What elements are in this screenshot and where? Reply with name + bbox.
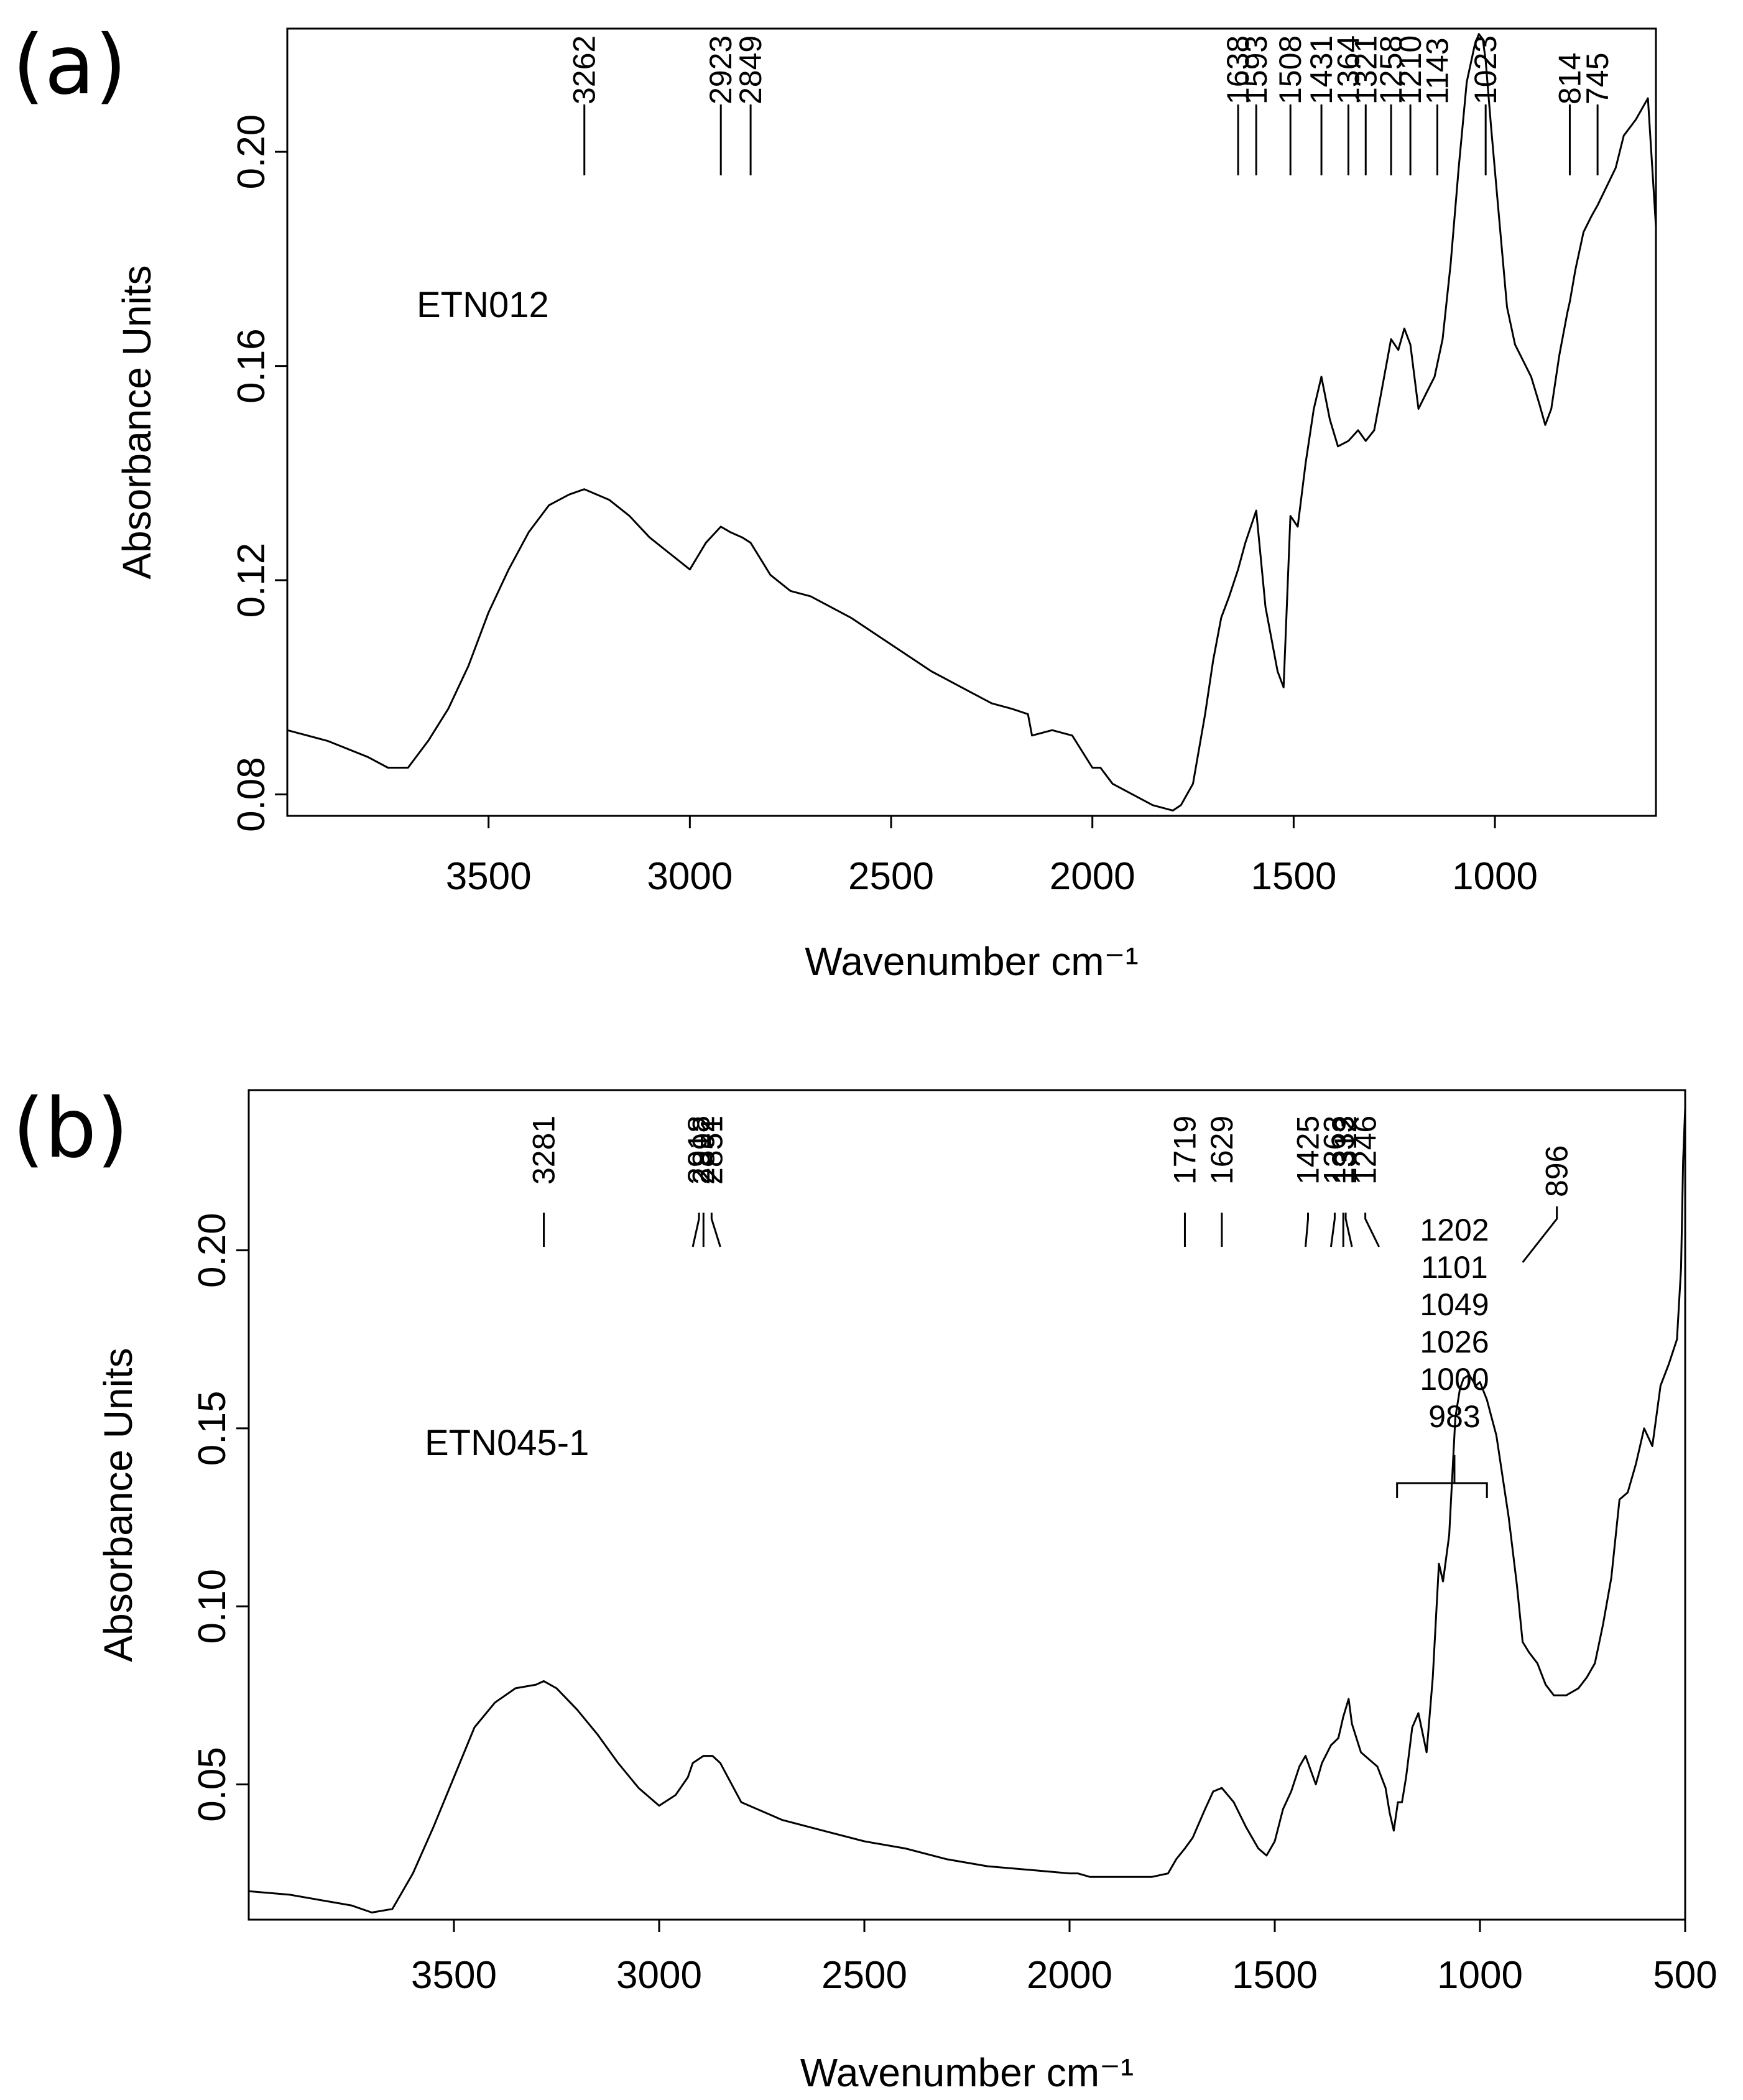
peak-leader-line: [691, 1213, 700, 1247]
y-tick-label: 0.16: [230, 328, 273, 404]
y-axis-title: Absorbance Units: [96, 1348, 141, 1662]
x-tick-label: 2500: [821, 1954, 907, 1997]
peak-label: 2851: [694, 1116, 729, 1185]
peak-leader-line: [1305, 1213, 1309, 1247]
peak-leader-line: [1329, 1213, 1336, 1247]
spectrum-line: [248, 1108, 1686, 1913]
plot-frame: [247, 1089, 1686, 1921]
y-tick-label: 0.20: [191, 1213, 234, 1288]
bracket-peak-label: 1202: [1420, 1213, 1489, 1247]
plot-frame: [286, 27, 1657, 817]
y-tick-label: 0.20: [230, 114, 273, 190]
peak-bracket: [1396, 1482, 1488, 1498]
spectrum-line: [287, 33, 1657, 812]
sample-label: ETN012: [417, 285, 549, 325]
x-tick-label: 3500: [446, 855, 532, 898]
x-tick-label: 3000: [616, 1954, 702, 1997]
x-axis-title: Wavenumber cm⁻¹: [805, 939, 1138, 984]
bracket-peak-label: 1000: [1420, 1362, 1489, 1397]
x-tick-label: 500: [1653, 1954, 1717, 1997]
panel-b: (b) 3500 3000 2500 2000 1500 1000 500 0.05 0.10 0.…: [12, 1081, 1718, 2095]
peak-label: 896: [1540, 1145, 1574, 1197]
panel-label: (b): [12, 1081, 129, 1177]
x-tick-label: 3500: [411, 1954, 497, 1997]
peak-label: 1593: [1239, 35, 1274, 104]
peak-label: 745: [1580, 53, 1615, 104]
x-tick-label: 1000: [1437, 1954, 1523, 1997]
x-tick-label: 1000: [1452, 855, 1538, 898]
peak-label: 1246: [1348, 1116, 1383, 1185]
y-axis-title: Absorbance Units: [114, 265, 159, 579]
x-tick-label: 2500: [848, 855, 934, 898]
peak-label: 3262: [567, 35, 602, 104]
peak-label: 2918: [682, 1116, 716, 1185]
peak-label: 1333: [1326, 1116, 1361, 1185]
peak-label: 1431: [1304, 35, 1339, 104]
y-tick-label: 0.15: [191, 1391, 234, 1466]
peak-label: 2892: [686, 1116, 721, 1185]
peak-leader-line: [710, 1213, 721, 1247]
peak-label: 1629: [1204, 1116, 1239, 1185]
y-tick-label: 0.10: [191, 1569, 234, 1644]
bracket-peak-label: 1101: [1421, 1250, 1488, 1285]
peak-label: 2849: [733, 35, 768, 104]
x-axis-title: Wavenumber cm⁻¹: [800, 2050, 1134, 2095]
peak-leader-line: [1522, 1206, 1558, 1263]
y-tick-label: 0.12: [230, 543, 273, 618]
peak-label: 1258: [1374, 35, 1408, 104]
peak-label: 1143: [1420, 37, 1454, 104]
peak-label: 1321: [1348, 35, 1383, 104]
peak-label: 1425: [1291, 1116, 1326, 1185]
bracket-peak-label: 1026: [1420, 1325, 1489, 1359]
bracket-peak-label: 1049: [1420, 1287, 1489, 1322]
x-tick-label: 1500: [1251, 855, 1336, 898]
x-tick-label: 2000: [1050, 855, 1135, 898]
sample-label: ETN045-1: [425, 1423, 589, 1463]
peak-label: 1364: [1331, 35, 1366, 104]
panel-a: (a) 3500 3000 2500 2000 1500 1000 0.08 0.12 0.16 0…: [12, 17, 1657, 984]
panel-label: (a): [12, 17, 127, 113]
y-tick-label: 0.05: [191, 1747, 234, 1822]
peak-label: 1210: [1393, 35, 1428, 104]
peak-label: 1363: [1317, 1116, 1352, 1185]
y-tick-label: 0.08: [230, 757, 273, 832]
x-tick-label: 1500: [1232, 1954, 1318, 1997]
peak-leader-line: [1344, 1213, 1353, 1247]
peak-label: 1719: [1167, 1116, 1202, 1185]
x-tick-label: 2000: [1027, 1954, 1112, 1997]
peak-label: 1508: [1273, 35, 1308, 104]
peak-label: 1312: [1328, 1116, 1363, 1185]
peak-label: 3281: [527, 1116, 562, 1185]
x-tick-label: 3000: [647, 855, 733, 898]
peak-label: 2923: [703, 35, 738, 104]
peak-label: 1638: [1221, 35, 1255, 104]
peak-leader-line: [1364, 1213, 1380, 1247]
peak-label: 814: [1552, 53, 1587, 104]
